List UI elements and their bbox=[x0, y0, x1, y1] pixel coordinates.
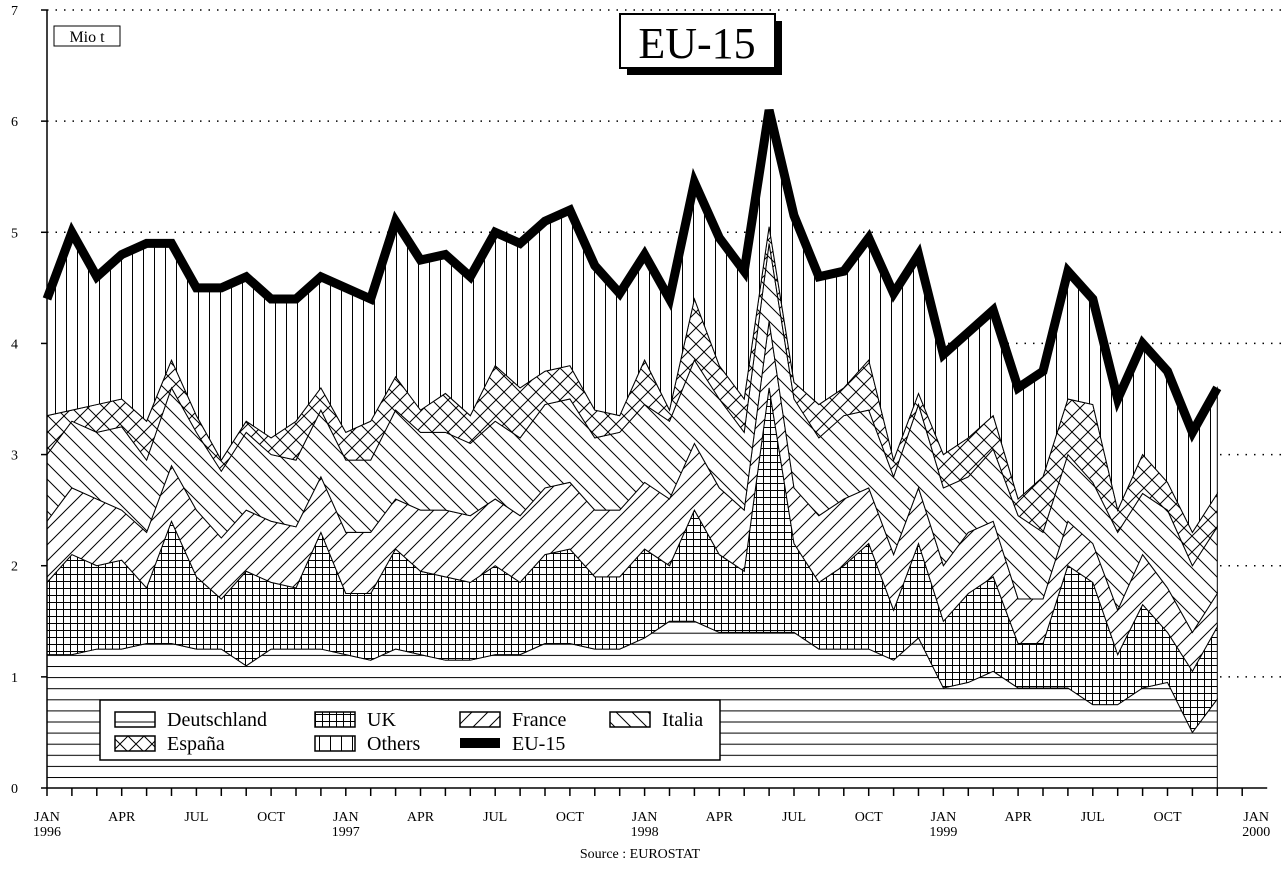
unit-box bbox=[53, 25, 121, 47]
y-tick-label: 4 bbox=[11, 337, 18, 352]
x-tick-label: JAN bbox=[333, 810, 359, 825]
x-tick-label: APR bbox=[1004, 810, 1032, 825]
x-tick-label: JUL bbox=[483, 810, 507, 825]
x-tick-label: APR bbox=[706, 810, 734, 825]
x-tick-label: OCT bbox=[1154, 810, 1182, 825]
legend-swatch bbox=[314, 735, 356, 752]
y-tick-label: 1 bbox=[11, 671, 18, 686]
x-year-label: 1999 bbox=[929, 825, 957, 840]
legend-label: Deutschland bbox=[167, 709, 267, 731]
y-tick-label: 2 bbox=[11, 560, 18, 575]
legend-label: Others bbox=[367, 733, 421, 755]
legend-box bbox=[99, 699, 721, 761]
x-year-label: 1997 bbox=[332, 825, 360, 840]
x-tick-label: OCT bbox=[257, 810, 285, 825]
x-tick-label: OCT bbox=[855, 810, 883, 825]
y-tick-label: 5 bbox=[11, 226, 18, 241]
legend-swatch bbox=[609, 711, 651, 728]
x-tick-label: JUL bbox=[782, 810, 806, 825]
x-tick-label: APR bbox=[108, 810, 136, 825]
x-tick-label: OCT bbox=[556, 810, 584, 825]
x-tick-label: JAN bbox=[632, 810, 658, 825]
x-tick-label: JAN bbox=[1243, 810, 1269, 825]
legend-label: France bbox=[512, 709, 567, 731]
legend-swatch bbox=[314, 711, 356, 728]
chart-title: EU-15 bbox=[638, 19, 755, 68]
y-tick-label: 3 bbox=[11, 449, 18, 464]
x-tick-label: JAN bbox=[931, 810, 957, 825]
legend-swatch bbox=[114, 711, 156, 728]
x-tick-label: JUL bbox=[1081, 810, 1105, 825]
unit-label: Mio t bbox=[69, 29, 105, 46]
legend: Deutschland UK France Italia España Others EU-… bbox=[99, 699, 721, 761]
x-year-label: 2000 bbox=[1242, 825, 1270, 840]
legend-label: EU-15 bbox=[512, 733, 565, 755]
title-box bbox=[619, 13, 776, 69]
x-year-label: 1996 bbox=[33, 825, 61, 840]
y-tick-label: 0 bbox=[11, 782, 18, 797]
source: Source : EUROSTAT bbox=[580, 847, 701, 862]
x-tick-label: APR bbox=[407, 810, 435, 825]
legend-label: UK bbox=[367, 709, 396, 731]
legend-swatch bbox=[114, 735, 156, 752]
legend-swatch bbox=[459, 711, 501, 728]
legend-swatch bbox=[460, 738, 500, 748]
y-tick-label: 6 bbox=[11, 115, 18, 130]
y-tick-label: 7 bbox=[11, 4, 18, 19]
x-year-label: 1998 bbox=[631, 825, 659, 840]
legend-label: España bbox=[167, 733, 225, 755]
x-tick-label: JUL bbox=[184, 810, 208, 825]
line bbox=[42, 108, 1222, 443]
x-tick-label: JAN bbox=[34, 810, 60, 825]
legend-label: Italia bbox=[662, 709, 703, 731]
